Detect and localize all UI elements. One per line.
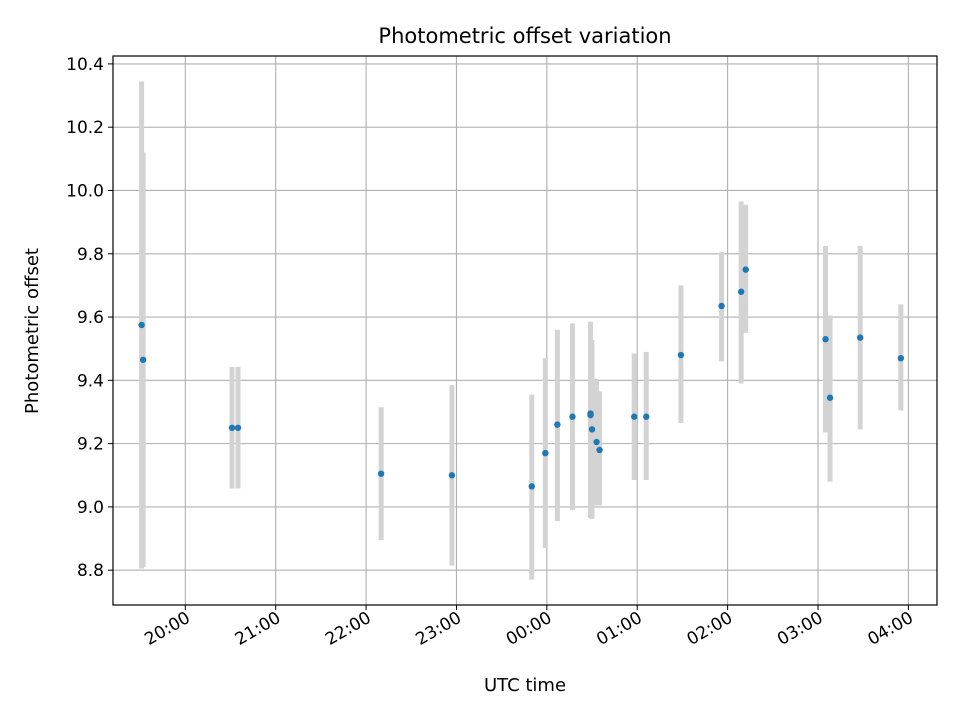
plot-frame (112, 55, 938, 606)
y-tick-label: 10.0 (66, 181, 104, 201)
x-tick-label: 00:00 (503, 608, 555, 650)
y-tick-label: 10.4 (66, 55, 104, 75)
x-tick-label: 04:00 (864, 608, 916, 650)
x-tick-label: 22:00 (322, 608, 374, 650)
x-tick-label: 23:00 (413, 608, 465, 650)
y-tick-label: 9.6 (77, 308, 104, 328)
data-point (593, 438, 600, 446)
data-point (897, 354, 905, 362)
x-axis-title: UTC time (484, 675, 566, 696)
y-tick-label: 9.8 (77, 245, 104, 265)
x-tick-label: 03:00 (774, 608, 826, 650)
data-point (596, 446, 603, 454)
data-point (138, 321, 145, 329)
data-point (718, 302, 725, 310)
y-tick-label: 9.2 (77, 435, 104, 455)
data-point (856, 334, 864, 341)
x-axis-ticks: 20:00 21:00 22:00 23:00 00:00 01:00 02:00 03:00… (141, 605, 917, 650)
data-point (737, 288, 745, 295)
y-tick-label: 9.0 (77, 498, 104, 518)
data-point (742, 266, 749, 273)
x-tick-label: 02:00 (684, 608, 736, 650)
data-point (826, 394, 834, 401)
data-point (528, 483, 535, 490)
data-point (448, 472, 456, 479)
x-tick-label: 21:00 (232, 608, 284, 650)
data-point (228, 424, 236, 432)
chart-title: Photometric offset variation (378, 24, 671, 48)
grid (113, 56, 937, 605)
data-point (587, 411, 594, 419)
data-point (677, 351, 685, 359)
y-tick-label: 9.4 (77, 371, 104, 391)
data-points (138, 266, 905, 490)
y-axis-title: Photometric offset (22, 248, 43, 414)
data-point (542, 449, 549, 457)
data-point (588, 426, 596, 433)
data-point (822, 336, 829, 343)
y-axis-ticks: 8.8 9.0 9.2 9.4 9.6 9.8 10.0 10.2 10.4 (66, 55, 113, 581)
y-tick-label: 10.2 (66, 118, 104, 138)
x-tick-label: 20:00 (141, 608, 193, 650)
error-bars (139, 81, 904, 580)
data-point (631, 413, 638, 420)
x-tick-label: 01:00 (593, 608, 645, 650)
data-point (377, 470, 385, 477)
data-point (234, 424, 242, 432)
data-point (643, 413, 650, 420)
data-point (569, 413, 576, 420)
data-point (139, 356, 147, 363)
data-point (554, 421, 561, 428)
y-tick-label: 8.8 (77, 561, 104, 581)
